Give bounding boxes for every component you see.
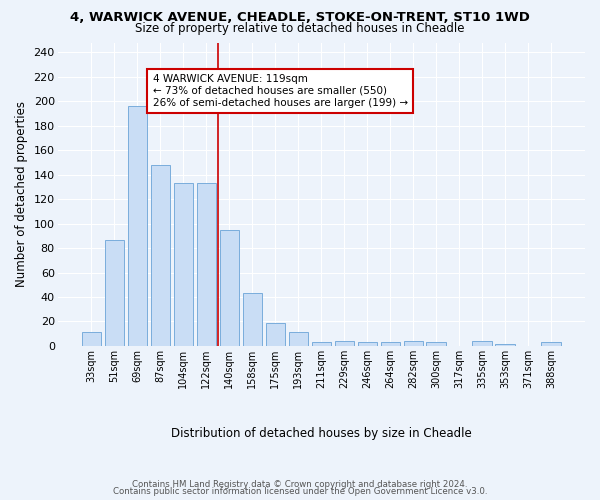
Bar	[289, 332, 308, 346]
Bar	[496, 344, 515, 346]
Text: 4, WARWICK AVENUE, CHEADLE, STOKE-ON-TRENT, ST10 1WD: 4, WARWICK AVENUE, CHEADLE, STOKE-ON-TRE…	[70, 11, 530, 24]
Bar	[380, 342, 400, 346]
Bar	[82, 332, 101, 346]
X-axis label: Distribution of detached houses by size in Cheadle: Distribution of detached houses by size …	[171, 427, 472, 440]
Bar	[266, 322, 285, 346]
Text: Size of property relative to detached houses in Cheadle: Size of property relative to detached ho…	[135, 22, 465, 35]
Bar	[358, 342, 377, 346]
Text: Contains HM Land Registry data © Crown copyright and database right 2024.: Contains HM Land Registry data © Crown c…	[132, 480, 468, 489]
Text: 4 WARWICK AVENUE: 119sqm
← 73% of detached houses are smaller (550)
26% of semi-: 4 WARWICK AVENUE: 119sqm ← 73% of detach…	[152, 74, 407, 108]
Bar	[472, 341, 492, 346]
Bar	[541, 342, 561, 346]
Text: Contains public sector information licensed under the Open Government Licence v3: Contains public sector information licen…	[113, 487, 487, 496]
Bar	[173, 183, 193, 346]
Bar	[335, 341, 354, 346]
Bar	[104, 240, 124, 346]
Bar	[427, 342, 446, 346]
Y-axis label: Number of detached properties: Number of detached properties	[15, 101, 28, 287]
Bar	[242, 294, 262, 346]
Bar	[220, 230, 239, 346]
Bar	[151, 165, 170, 346]
Bar	[404, 341, 423, 346]
Bar	[197, 183, 216, 346]
Bar	[128, 106, 147, 346]
Bar	[311, 342, 331, 346]
